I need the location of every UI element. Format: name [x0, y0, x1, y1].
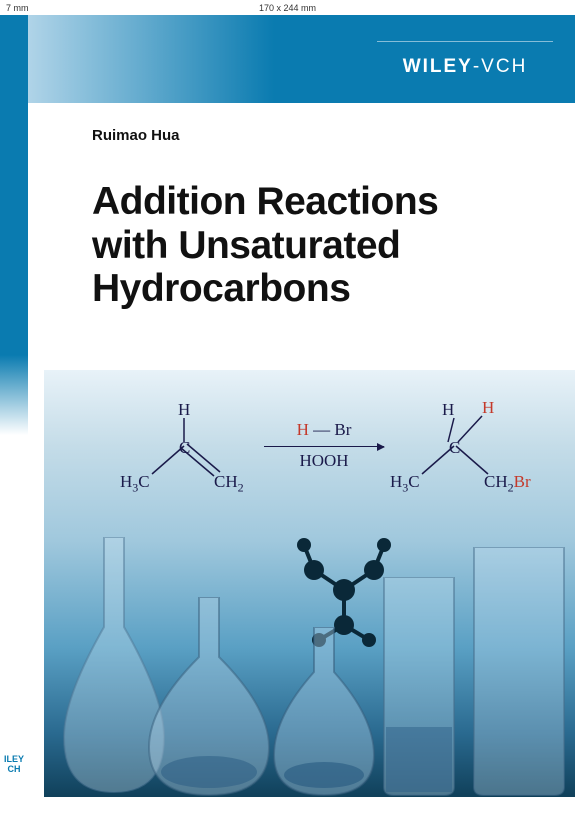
reactant-propene: H C H3C CH2 — [114, 400, 254, 500]
product: H H C H3C CH2Br — [384, 400, 534, 500]
publisher-light: -VCH — [473, 56, 527, 77]
beaker-icon — [374, 577, 464, 797]
ruler-left-mm: 7 mm — [6, 3, 29, 13]
reagents: H — Br HOOH — [264, 420, 384, 471]
flask-icon — [144, 597, 274, 797]
ruler-top: 7 mm 170 x 244 mm — [0, 0, 575, 15]
chemical-reaction: H C H3C CH2 H — Br HOOH H H — [94, 400, 525, 520]
book-title: Addition Reactions with Unsaturated Hydr… — [92, 180, 545, 311]
header-band: WILEY-VCH — [28, 15, 575, 103]
ruler-center-mm: 170 x 244 mm — [259, 3, 316, 13]
book-spine: Addition Reactions with ILEYCH — [0, 15, 28, 805]
author-name: Ruimao Hua — [92, 127, 180, 144]
reaction-arrow-icon — [264, 446, 384, 447]
ruler-bottom — [0, 805, 575, 813]
spine-publisher: ILEYCH — [0, 755, 28, 775]
book-cover: WILEY-VCH Ruimao Hua Addition Reactions … — [28, 15, 575, 805]
flask-icon — [269, 627, 379, 797]
cover-illustration: H C H3C CH2 H — Br HOOH H H — [44, 370, 575, 797]
publisher-logo: WILEY-VCH — [377, 41, 553, 91]
beaker-icon — [464, 547, 574, 797]
publisher-bold: WILEY — [403, 56, 473, 77]
